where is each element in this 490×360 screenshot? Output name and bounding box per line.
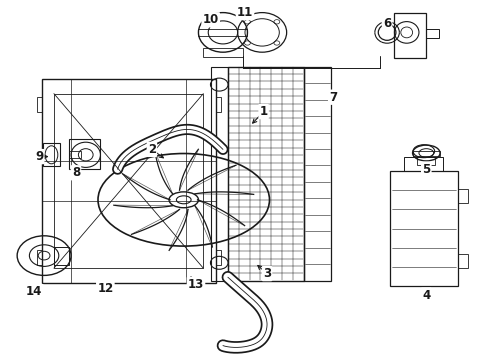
Text: 1: 1 xyxy=(260,105,268,118)
Bar xyxy=(304,67,331,281)
Bar xyxy=(37,250,42,265)
Text: 11: 11 xyxy=(237,6,253,19)
Bar xyxy=(69,151,81,158)
Text: 8: 8 xyxy=(72,166,80,179)
Bar xyxy=(42,79,216,283)
Text: 14: 14 xyxy=(26,285,43,298)
Text: 5: 5 xyxy=(422,163,430,176)
Bar xyxy=(426,29,439,38)
Bar xyxy=(37,97,42,112)
Bar xyxy=(198,29,247,36)
Text: 7: 7 xyxy=(329,91,337,104)
Bar xyxy=(394,13,426,58)
Bar xyxy=(417,157,435,165)
Bar xyxy=(69,139,100,169)
Bar xyxy=(216,250,220,265)
Bar xyxy=(54,94,203,268)
Text: 4: 4 xyxy=(422,289,430,302)
Bar xyxy=(211,67,228,281)
Bar xyxy=(203,48,243,57)
Bar xyxy=(413,151,440,156)
Bar xyxy=(458,189,468,203)
Bar xyxy=(458,254,468,268)
Text: 2: 2 xyxy=(148,143,156,156)
Text: 3: 3 xyxy=(263,267,271,280)
Text: 13: 13 xyxy=(188,278,204,291)
Bar xyxy=(43,143,60,166)
Text: 12: 12 xyxy=(97,282,114,294)
Bar xyxy=(216,97,220,112)
Text: 6: 6 xyxy=(383,17,391,30)
Text: 10: 10 xyxy=(202,13,219,26)
Bar xyxy=(404,157,443,171)
Text: 9: 9 xyxy=(35,150,43,163)
Bar xyxy=(228,67,304,281)
Bar xyxy=(54,247,69,265)
Bar xyxy=(390,171,458,286)
